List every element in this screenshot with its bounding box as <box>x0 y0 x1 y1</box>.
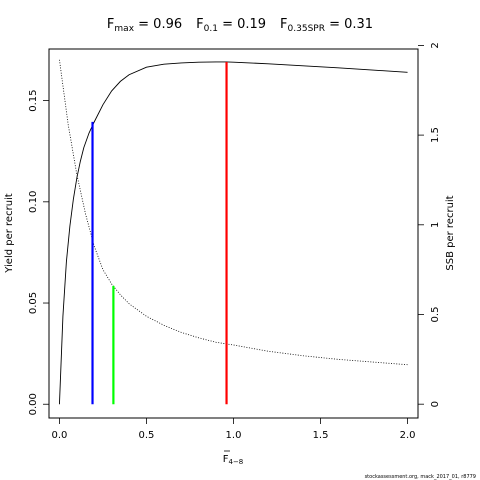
x-tick-label: 1.0 <box>226 430 242 441</box>
y-left-tick-label: 0.15 <box>28 89 39 111</box>
x-tick-label: 0.0 <box>51 430 67 441</box>
y-left-tick-label: 0.00 <box>28 393 39 415</box>
y-axis-left: 0.00 0.05 0.10 0.15 <box>28 89 49 415</box>
y-axis-left-label: Yield per recruit <box>4 193 15 274</box>
x-tick-label: 2.0 <box>400 430 416 441</box>
title-fspr-main: F <box>280 17 287 32</box>
x-axis-label: F4−8 <box>223 454 244 466</box>
y-right-tick-label: 2 <box>430 42 441 48</box>
y-left-tick-label: 0.05 <box>28 292 39 314</box>
y-right-tick-label: 0 <box>430 401 441 407</box>
yield-per-recruit-curve <box>58 61 408 405</box>
y-right-tick-label: 1.5 <box>430 127 441 143</box>
title-f01-value: = 0.19 <box>218 17 266 32</box>
y-left-tick-label: 0.10 <box>28 191 39 213</box>
y-axis-right: 0 0.5 1 1.5 2 <box>418 42 441 407</box>
title-fmax-value: = 0.96 <box>134 17 182 32</box>
footer-note: stockassessment.org, mack_2017_01, r8779 <box>365 474 476 480</box>
y-axis-right-label: SSB per recruit <box>445 195 456 270</box>
title-fspr-value: = 0.31 <box>325 17 373 32</box>
title-fmax-main: F <box>107 17 114 32</box>
title-fspr-sub: 0.35SPR <box>288 24 325 34</box>
x-axis-label-main: F <box>223 454 229 465</box>
x-axis-label-sub: 4−8 <box>228 458 243 466</box>
x-axis: 0.0 0.5 1.0 1.5 2.0 <box>51 418 416 441</box>
title-fmax-sub: max <box>114 24 134 34</box>
ssb-per-recruit-curve <box>59 59 408 366</box>
title-f01-main: F <box>196 17 203 32</box>
title-f01-sub: 0.1 <box>204 24 218 34</box>
y-right-tick-label: 1 <box>430 222 441 228</box>
x-tick-label: 0.5 <box>139 430 155 441</box>
chart-title: Fmax = 0.96 F0.1 = 0.19 F0.35SPR = 0.31 <box>107 17 373 34</box>
series-layer <box>58 59 408 405</box>
x-tick-label: 1.5 <box>313 430 329 441</box>
reference-lines <box>91 61 228 405</box>
y-right-tick-label: 0.5 <box>430 307 441 323</box>
plot-frame <box>48 48 419 419</box>
